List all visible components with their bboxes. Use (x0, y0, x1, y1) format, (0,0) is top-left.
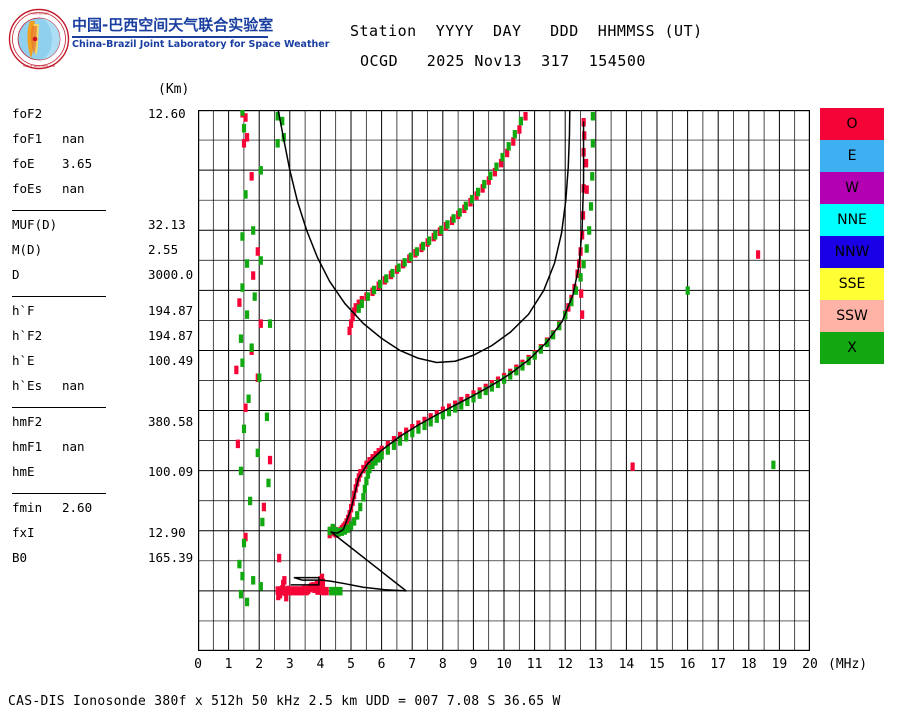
legend-item-label: E (847, 148, 857, 164)
legend-item-label: NNE (837, 212, 867, 228)
parameter-name: h`F (12, 303, 35, 318)
parameter-group-divider (12, 407, 106, 408)
svg-text:SPACE WEATHER LAB: SPACE WEATHER LAB (23, 64, 55, 68)
lab-logo: CHINA-BRAZIL SPACE WEATHER LAB (8, 8, 70, 70)
legend-item-w[interactable]: W (820, 172, 884, 204)
parameter-row: foEs nan (12, 181, 85, 196)
polarization-legend: O E W NNE NNW SSE SSW X (820, 108, 884, 364)
parameter-group-divider (12, 296, 106, 297)
lab-name-en: China-Brazil Joint Laboratory for Space … (72, 39, 330, 50)
y-axis-unit-label: (Km) (158, 82, 190, 97)
x-axis-tick: 2 (255, 657, 264, 672)
parameter-name: fxI (12, 525, 35, 540)
x-axis-tick: 11 (526, 657, 543, 672)
parameter-name: hmF2 (12, 414, 43, 429)
parameter-row: fmin 2.60 (12, 500, 93, 515)
parameter-row: foF1 nan (12, 131, 85, 146)
parameter-name: fmin (12, 500, 43, 515)
parameter-row: h`Es nan (12, 378, 85, 393)
parameter-name: M(D) (12, 242, 43, 257)
x-axis-tick: 18 (740, 657, 757, 672)
x-axis-tick: 13 (587, 657, 604, 672)
station-header-labels: Station YYYY DAY DDD HHMMSS (UT) (350, 22, 703, 40)
x-axis-tick: 20 (802, 657, 818, 672)
plot-frame (198, 110, 810, 651)
x-axis-tick: 5 (347, 657, 355, 672)
x-axis-tick: 4 (316, 657, 325, 672)
legend-item-label: SSW (836, 308, 868, 324)
lab-name-cn: 中国-巴西空间天气联合实验室 (72, 16, 274, 34)
station-header-values: OCGD 2025 Nov13 317 154500 (360, 52, 646, 70)
parameter-name: hmF1 (12, 439, 43, 454)
x-axis-tick: 15 (649, 657, 665, 672)
china-brazil-lab-seal-icon: CHINA-BRAZIL SPACE WEATHER LAB (8, 8, 70, 70)
x-axis-tick: 1 (224, 657, 233, 672)
parameter-name: D (12, 267, 20, 282)
series-X (237, 110, 776, 607)
x-axis-tick: 7 (408, 657, 417, 672)
legend-item-x[interactable]: X (820, 332, 884, 364)
legend-item-label: O (846, 116, 858, 132)
parameter-name: foE (12, 156, 35, 171)
parameter-name: foF2 (12, 106, 43, 121)
parameter-name: h`E (12, 353, 35, 368)
x-axis-tick: 9 (469, 657, 478, 672)
x-axis-tick: 8 (438, 657, 447, 672)
x-axis-tick: 0 (194, 657, 202, 672)
parameter-name: foEs (12, 181, 43, 196)
legend-item-label: W (845, 180, 859, 196)
legend-item-label: SSE (838, 276, 866, 292)
parameter-name: MUF(D) (12, 217, 58, 232)
legend-item-e[interactable]: E (820, 140, 884, 172)
parameter-name: hmE (12, 464, 35, 479)
x-axis-tick: 6 (377, 657, 386, 672)
x-axis-tick: 3 (285, 657, 294, 672)
parameter-name: h`F2 (12, 328, 43, 343)
x-axis-tick: 14 (618, 657, 635, 672)
svg-text:CHINA-BRAZIL: CHINA-BRAZIL (28, 12, 49, 16)
legend-item-sse[interactable]: SSE (820, 268, 884, 300)
instrument-caption: CAS-DIS Ionosonde 380f x 512h 50 kHz 2.5… (8, 694, 561, 709)
x-axis-tick: 17 (710, 657, 727, 672)
legend-item-ssw[interactable]: SSW (820, 300, 884, 332)
legend-item-o[interactable]: O (820, 108, 884, 140)
legend-item-nne[interactable]: NNE (820, 204, 884, 236)
parameter-name: foF1 (12, 131, 43, 146)
parameter-group-divider (12, 493, 106, 494)
x-axis-tick: 12 (557, 657, 574, 672)
x-axis-tick: 19 (771, 657, 788, 672)
ionogram-canvas[interactable] (198, 110, 810, 651)
parameter-name: h`Es (12, 378, 43, 393)
legend-item-label: NNW (834, 244, 870, 260)
legend-item-label: X (847, 340, 857, 356)
lab-name-divider (72, 36, 268, 38)
ionogram-plot[interactable] (198, 110, 810, 651)
parameter-row: hmF1 nan (12, 439, 85, 454)
legend-item-nnw[interactable]: NNW (820, 236, 884, 268)
series-scaled-trace-overlay (290, 121, 585, 592)
parameter-row: foE 3.65 (12, 156, 93, 171)
series-electron-density-profile (277, 110, 571, 364)
x-axis-unit-label: (MHz) (828, 657, 868, 672)
parameter-group-divider (12, 210, 106, 211)
x-axis-tick: 16 (679, 657, 696, 672)
parameter-name: B0 (12, 550, 28, 565)
x-axis-tick: 10 (496, 657, 512, 672)
